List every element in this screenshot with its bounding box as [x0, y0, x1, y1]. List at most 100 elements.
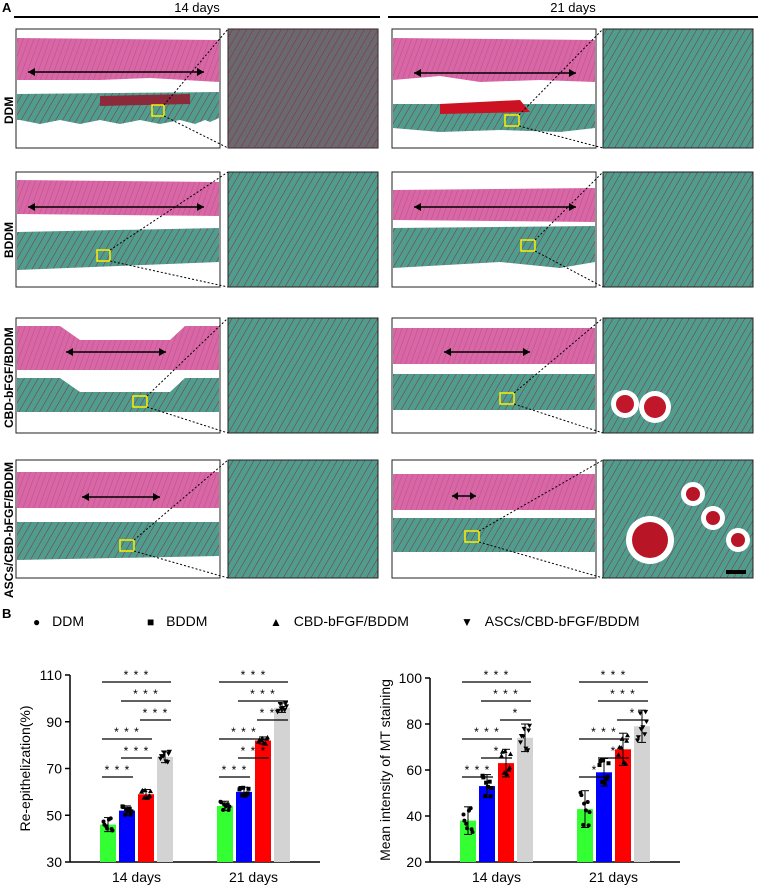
data-point: [109, 827, 114, 832]
data-point: [144, 795, 150, 800]
data-point: [261, 740, 267, 746]
data-point: [277, 701, 283, 707]
data-point: [221, 807, 226, 812]
data-point: [246, 786, 251, 791]
overview-cbd-21d: [391, 317, 597, 434]
significance-label: * * *: [610, 687, 636, 701]
data-point: [222, 802, 227, 807]
data-point: [480, 773, 485, 778]
data-point: [227, 804, 232, 809]
significance-label: *: [611, 744, 617, 758]
data-point: [521, 726, 527, 732]
overview-bddm-21d: [391, 171, 597, 288]
significance-label: *: [513, 706, 519, 720]
data-point: [526, 728, 532, 733]
column-header-14-days: 14 days: [174, 0, 220, 15]
data-point: [284, 704, 289, 709]
data-point: [101, 819, 106, 824]
data-point: [465, 826, 470, 831]
zoom-bddm-14d: [227, 171, 379, 288]
data-point: [124, 807, 129, 812]
data-point: [638, 727, 644, 732]
x-tick-label: 14 days: [472, 869, 521, 885]
data-point: [586, 823, 591, 828]
data-point: [635, 738, 640, 744]
overview-ddm-14d: [15, 28, 221, 149]
data-point: [469, 827, 474, 832]
zoom-ddm-14d: [227, 28, 379, 149]
significance-label: * * *: [124, 668, 150, 682]
bar: [596, 772, 612, 862]
bar: [217, 805, 233, 862]
overview-bddm-14d: [15, 171, 221, 288]
data-point: [142, 787, 148, 793]
data-point: [147, 793, 153, 798]
significance-label: * * *: [143, 706, 169, 720]
data-point: [642, 732, 648, 737]
circle-marker-icon: ●: [33, 615, 41, 629]
significance-label: *: [592, 763, 598, 777]
data-point: [518, 740, 523, 745]
bar: [138, 794, 154, 862]
data-point: [240, 793, 245, 798]
data-point: [520, 734, 526, 739]
data-point: [578, 790, 583, 795]
y-tick-label: 80: [406, 716, 422, 732]
data-point: [600, 779, 605, 784]
zoom-ascs-14d: [227, 459, 379, 579]
significance-label: * * *: [484, 668, 510, 682]
significance-label: * * *: [114, 725, 140, 739]
significance-label: * * *: [493, 687, 519, 701]
overview-cbd-14d: [15, 317, 221, 434]
legend-item-ascs-cbd-bfgf-bddm: ▼ ASCs/CBD-bFGF/BDDM: [461, 613, 640, 629]
data-point: [483, 793, 488, 798]
data-point: [237, 787, 242, 792]
data-point: [106, 817, 111, 822]
data-point: [488, 794, 493, 799]
data-point: [163, 759, 169, 764]
panel-a-letter: A: [2, 0, 12, 15]
square-marker-icon: ■: [147, 615, 155, 629]
bar: [634, 726, 650, 862]
data-point: [241, 785, 246, 790]
data-point: [637, 711, 643, 716]
bar: [236, 791, 252, 862]
data-point: [601, 758, 606, 763]
data-point: [129, 809, 134, 814]
data-point: [644, 719, 649, 725]
legend-label: CBD-bFGF/BDDM: [293, 613, 409, 629]
data-point: [464, 821, 469, 826]
legend-label: DDM: [52, 613, 85, 629]
zoom-bddm-21d: [602, 171, 754, 288]
data-point: [105, 826, 110, 831]
re-epithelization-chart: 30 50 70 90 110 Re-epithelization(%) 14 days 21…: [17, 667, 320, 885]
y-tick-label: 100: [399, 670, 423, 686]
overview-ddm-21d: [391, 28, 597, 149]
zoom-ascs-21d: [602, 459, 754, 579]
data-point: [123, 812, 128, 817]
data-point: [523, 746, 529, 752]
bar: [577, 809, 593, 862]
significance-label: * * *: [124, 744, 150, 758]
y-tick-label: 40: [406, 808, 422, 824]
data-point: [643, 709, 649, 715]
data-point: [527, 723, 532, 729]
significance-label: * * *: [465, 763, 491, 777]
data-point: [485, 784, 490, 789]
zoom-cbd-14d: [227, 317, 379, 434]
data-point: [585, 800, 590, 805]
overview-ascs-21d: [391, 459, 597, 579]
data-point: [501, 770, 507, 775]
y-axis-label: Mean intensity of MT staining: [380, 679, 393, 861]
data-point: [508, 751, 513, 757]
data-point: [582, 801, 587, 806]
column-rule-14-days: [14, 16, 380, 18]
triangle-up-marker-icon: ▲: [270, 615, 282, 629]
y-tick-label: 90: [46, 714, 62, 730]
data-point: [621, 759, 627, 764]
data-point: [587, 810, 592, 815]
legend-item-ddm: ● DDM: [33, 613, 84, 629]
data-point: [120, 804, 125, 809]
bar: [100, 824, 116, 862]
x-tick-label: 21 days: [229, 869, 278, 885]
